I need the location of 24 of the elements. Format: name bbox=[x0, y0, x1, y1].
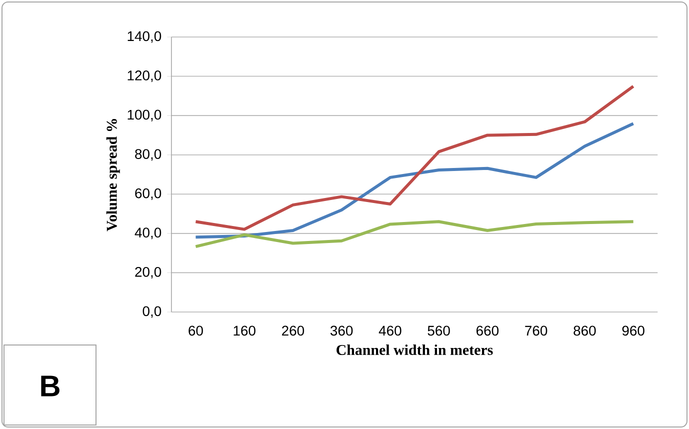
y-tick-label: 120,0 bbox=[128, 70, 162, 82]
line-series bbox=[194, 220, 635, 248]
x-tick-label: 760 bbox=[525, 326, 548, 336]
y-tick-label: 80,0 bbox=[135, 149, 162, 161]
text: B bbox=[41, 376, 60, 396]
x-tick-label: 460 bbox=[378, 326, 402, 336]
y-tick-label: 140,0 bbox=[128, 31, 162, 43]
x-tick-label: 960 bbox=[622, 326, 644, 336]
x-tick-label: 560 bbox=[428, 326, 450, 336]
x-tick-label: 160 bbox=[234, 326, 256, 336]
y-tick-label: 100,0 bbox=[128, 110, 162, 122]
x-tick-label: 860 bbox=[574, 326, 596, 336]
y-tick-label: 20,0 bbox=[135, 266, 162, 278]
x-tick-label: 60 bbox=[188, 326, 203, 336]
x-tick-label: 260 bbox=[282, 326, 304, 336]
y-tick-label: 60,0 bbox=[135, 188, 162, 200]
x-tick-label: 660 bbox=[476, 326, 499, 336]
y-tick-label: 40,0 bbox=[134, 228, 162, 240]
y-tick-label: 0,0 bbox=[142, 306, 162, 318]
x-tick-label: 360 bbox=[330, 326, 353, 336]
y-axis-title: Volume spread % bbox=[106, 119, 120, 232]
x-axis-title: Channel width in meters bbox=[336, 344, 493, 355]
line-series bbox=[194, 122, 635, 239]
line-series bbox=[194, 84, 635, 231]
